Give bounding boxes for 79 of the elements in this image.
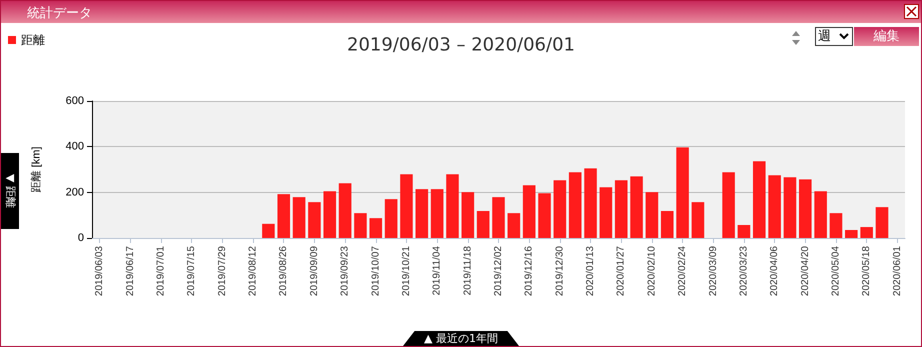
- legend-label: 距離: [21, 33, 45, 47]
- text: ▲ 最近の1年間: [403, 331, 519, 346]
- x-tick-label: 2019/12/16: [524, 246, 535, 296]
- bar: [584, 168, 597, 238]
- text: ▼ 距離: [1, 153, 19, 229]
- text: 統計データ: [27, 5, 92, 22]
- bar: [354, 213, 367, 238]
- bar: [830, 213, 842, 238]
- bar: [323, 191, 336, 238]
- y-tick-label: 200: [66, 186, 84, 198]
- x-tick-label: 2020/04/06: [769, 246, 780, 296]
- y-tick-label: 600: [66, 95, 84, 107]
- x-tick-label: 2019/08/12: [248, 246, 259, 296]
- bar: [692, 202, 704, 238]
- x-tick-label: 2020/02/10: [646, 246, 658, 296]
- bar: [752, 161, 766, 238]
- bar: [492, 197, 505, 238]
- x-tick-label: 2020/01/27: [616, 246, 627, 296]
- x-tick-label: 2020/04/20: [800, 246, 811, 296]
- x-tick-label: 2019/07/01: [156, 246, 167, 296]
- bar: [430, 189, 444, 238]
- bar: [277, 194, 290, 238]
- x-tick-label: 2019/10/21: [400, 246, 412, 296]
- bar: [522, 185, 536, 238]
- x-tick-label: 2019/12/30: [554, 246, 566, 296]
- x-tick-label: 2020/05/04: [830, 246, 842, 296]
- x-tick-label: 2019/08/26: [278, 246, 290, 296]
- x-tick-label: 2019/11/04: [432, 246, 443, 296]
- chart-title: 2019/06/03 – 2020/06/01: [347, 34, 575, 56]
- bar: [614, 180, 628, 238]
- bar: [369, 218, 382, 238]
- x-tick-label: 2019/12/02: [493, 246, 504, 296]
- bar: [384, 199, 398, 238]
- bar: [462, 192, 474, 238]
- bar: [568, 172, 582, 238]
- x-tick-label: 2020/03/09: [708, 246, 719, 296]
- x-tick-label: 2020/03/23: [738, 246, 750, 296]
- x-tick-label: 2019/06/03: [94, 246, 106, 296]
- y-axis-title: 距離 [km]: [30, 146, 42, 192]
- text: 週: [818, 29, 831, 44]
- bar: [508, 213, 520, 238]
- bar: [799, 179, 812, 238]
- bar: [845, 230, 858, 238]
- bar: [814, 191, 827, 238]
- x-tick-label: 2019/10/07: [370, 246, 382, 296]
- x-tick-label: 2019/07/15: [186, 246, 198, 296]
- bar: [292, 197, 306, 238]
- bar: [338, 183, 352, 238]
- bar: [554, 180, 566, 238]
- x-tick-label: 2020/06/01: [892, 246, 903, 296]
- x-tick-label: 2019/09/23: [340, 246, 351, 296]
- x-tick-label: 2019/07/29: [216, 246, 228, 296]
- bar: [676, 147, 689, 238]
- bar: [876, 207, 888, 238]
- y-tick-label: 400: [66, 140, 84, 153]
- bar: [630, 176, 643, 238]
- bar: [400, 174, 413, 238]
- bar: [784, 177, 796, 238]
- y-tick-label: 0: [78, 232, 84, 244]
- bar: [660, 211, 674, 238]
- bar: [738, 224, 750, 238]
- text: 編集: [854, 27, 919, 46]
- bar: [446, 174, 459, 238]
- bar: [646, 192, 658, 238]
- bar: [416, 189, 428, 238]
- x-tick-label: 2019/06/17: [124, 246, 136, 296]
- bar: [860, 227, 873, 238]
- bar: [722, 172, 735, 238]
- x-tick-label: 2020/01/13: [585, 246, 596, 296]
- bar: [476, 211, 490, 238]
- bar: [600, 187, 612, 238]
- x-tick-label: 2019/11/18: [462, 246, 474, 296]
- bar: [262, 224, 275, 238]
- x-tick-label: 2019/09/09: [308, 246, 320, 296]
- x-tick-label: 2020/02/24: [677, 246, 688, 296]
- x-tick-label: 2020/05/18: [861, 246, 872, 296]
- bar: [538, 193, 551, 238]
- bar: [768, 175, 781, 238]
- bar: [308, 202, 321, 238]
